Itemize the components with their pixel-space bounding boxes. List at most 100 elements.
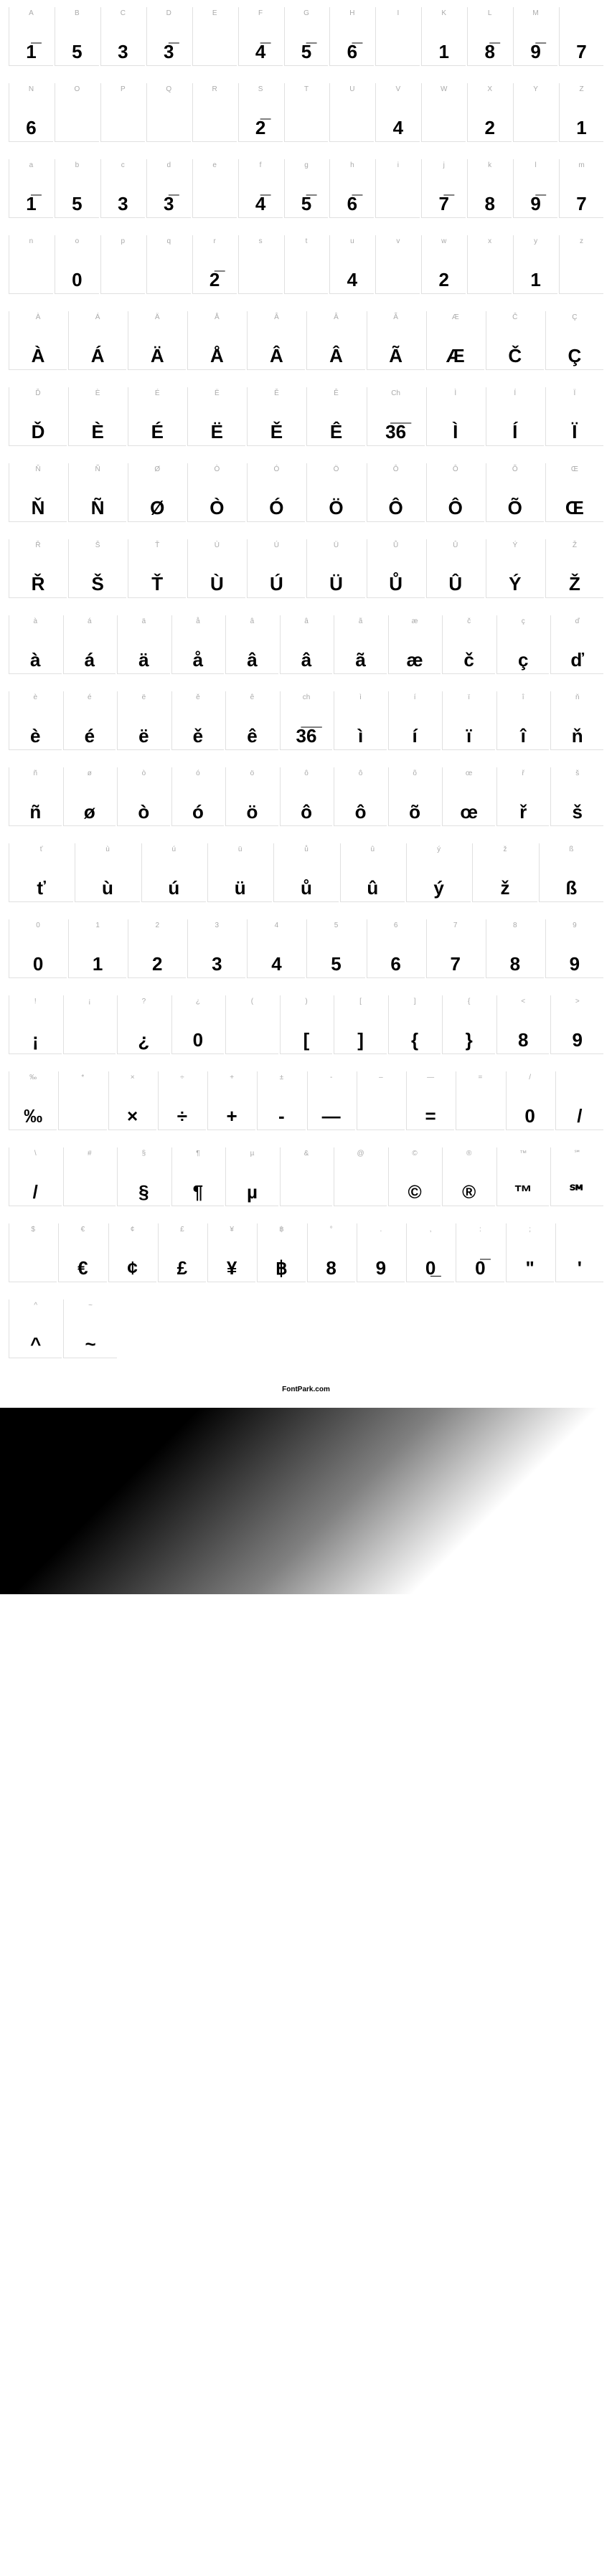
glyph-cell-glyph: 4: [271, 955, 281, 973]
glyph-row: ‰‰*××÷÷++±--—–—==/0/: [9, 1071, 603, 1130]
glyph-cell-label: ò: [118, 770, 170, 777]
glyph-cell-label: ô: [281, 770, 333, 777]
glyph-cell-glyph: ®: [462, 1183, 476, 1201]
glyph-cell-label: L: [468, 9, 512, 17]
glyph-cell: q: [146, 235, 191, 294]
glyph-cell: øø: [63, 767, 116, 826]
glyph-cell-label: Ê: [307, 389, 364, 397]
glyph-cell-label: Q: [147, 85, 191, 93]
glyph-cell: ÌÌ: [426, 387, 484, 446]
glyph-cell: ßß: [539, 843, 603, 902]
glyph-cell-glyph: §: [138, 1183, 149, 1201]
glyph-cell-glyph: 9: [573, 1031, 583, 1049]
glyph-cell: 00: [9, 919, 67, 978]
glyph-cell-glyph: å: [193, 650, 203, 669]
glyph-cell: ÓÓ: [247, 463, 305, 522]
glyph-cell-glyph: 2: [439, 270, 449, 289]
glyph-cell-label: §: [118, 1150, 170, 1157]
glyph-cell-glyph: ü: [235, 879, 246, 897]
gradient-footer: [0, 1408, 612, 1594]
glyph-cell-glyph: Á: [91, 346, 105, 365]
glyph-cell-glyph: Ů: [389, 574, 402, 593]
glyph-cell-label: å: [172, 617, 225, 625]
glyph-cell-glyph: 7: [576, 42, 586, 61]
glyph-cell: ÀÀ: [9, 311, 67, 370]
glyph-cell-label: ℠: [551, 1150, 603, 1157]
glyph-cell-label: x: [468, 237, 512, 245]
glyph-cell: ++: [207, 1071, 255, 1130]
glyph-cell-label: 7: [427, 922, 484, 929]
glyph-cell: ââ: [225, 615, 278, 674]
glyph-cell-label: ë: [118, 693, 170, 701]
glyph-cell-glyph: 9̅: [530, 42, 540, 61]
glyph-cell-label: ř: [497, 770, 550, 777]
glyph-cell-glyph: Ë: [211, 422, 223, 441]
glyph-cell: 66: [367, 919, 425, 978]
glyph-cell-glyph: í: [412, 726, 417, 745]
glyph-cell-glyph: ã: [355, 650, 365, 669]
glyph-cell: h6̅: [329, 159, 374, 218]
glyph-cell: üü: [207, 843, 272, 902]
glyph-cell: ÝÝ: [486, 539, 544, 598]
glyph-cell-glyph: ě: [193, 726, 203, 745]
glyph-cell-glyph: ™: [514, 1183, 532, 1201]
glyph-cell-label: õ: [389, 770, 441, 777]
glyph-cell-glyph: É: [151, 422, 164, 441]
glyph-cell-glyph: £: [177, 1259, 187, 1277]
glyph-cell-label: ó: [172, 770, 225, 777]
glyph-cell: òò: [117, 767, 170, 826]
glyph-row: !¡¡?¿¿0()[[]]{{}<8>9: [9, 995, 603, 1054]
glyph-cell-glyph: À: [32, 346, 45, 365]
glyph-cell-label: ã: [334, 617, 387, 625]
glyph-cell-glyph: â: [301, 650, 311, 669]
glyph-cell: –: [357, 1071, 405, 1130]
glyph-cell: z: [559, 235, 603, 294]
glyph-cell-label: y: [514, 237, 557, 245]
glyph-row: $€€¢¢££¥¥฿฿°8.9,0̲:0̅;"': [9, 1223, 603, 1282]
glyph-cell-glyph: ℠: [568, 1183, 587, 1201]
glyph-cell: n: [9, 235, 53, 294]
glyph-cell: ^^: [9, 1299, 62, 1358]
glyph-cell-glyph: 4: [393, 118, 403, 137]
glyph-cell: ůů: [273, 843, 338, 902]
glyph-row: \/#§§¶¶µµ&@©©®®™™℠℠: [9, 1147, 603, 1206]
glyph-cell-label: 5: [307, 922, 364, 929]
glyph-cell-glyph: Š: [91, 574, 103, 593]
glyph-cell-glyph: ä: [138, 650, 149, 669]
glyph-cell: ÛÛ: [426, 539, 484, 598]
glyph-cell: w2: [421, 235, 466, 294]
glyph-cell: ]{: [388, 995, 441, 1054]
glyph-cell: õõ: [388, 767, 441, 826]
glyph-cell-label: ß: [540, 846, 603, 853]
glyph-cell-label: Ç: [546, 313, 603, 321]
glyph-cell: 7: [559, 7, 603, 66]
glyph-cell: ČČ: [486, 311, 544, 370]
glyph-cell: 55: [306, 919, 364, 978]
glyph-cell-label: Ñ: [69, 465, 126, 473]
glyph-cell-glyph: 1: [576, 118, 586, 137]
glyph-cell: (: [225, 995, 278, 1054]
glyph-cell-label: ¿: [172, 998, 225, 1005]
glyph-cell-glyph: 4: [347, 270, 357, 289]
glyph-cell-glyph: ¡: [32, 1031, 39, 1049]
glyph-cell-glyph: 2: [152, 955, 162, 973]
glyph-cell: ¿0: [171, 995, 225, 1054]
glyph-cell: šš: [550, 767, 603, 826]
glyph-cell: E: [192, 7, 237, 66]
glyph-row: A1̅B5C3D3̅EF4̅G5̅H6̅IK1L8̅M9̅7: [9, 7, 603, 66]
glyph-cell: b5: [55, 159, 99, 218]
glyph-cell: C3: [100, 7, 145, 66]
glyph-cell: ûû: [340, 843, 405, 902]
glyph-cell: ÁÁ: [68, 311, 126, 370]
glyph-cell: ': [555, 1223, 603, 1282]
glyph-cell-label: [: [334, 998, 387, 1005]
glyph-cell-glyph: 0̅: [475, 1259, 485, 1277]
glyph-cell: ŤŤ: [128, 539, 186, 598]
glyph-cell-label: @: [334, 1150, 387, 1157]
glyph-cell-glyph: ô: [301, 802, 312, 821]
glyph-cell-label: Â: [248, 313, 305, 321]
glyph-cell-label: Ö: [307, 465, 364, 473]
glyph-cell-label: ¡: [64, 998, 116, 1005]
glyph-cell: îî: [496, 691, 550, 750]
glyph-cell-label: Š: [69, 541, 126, 549]
